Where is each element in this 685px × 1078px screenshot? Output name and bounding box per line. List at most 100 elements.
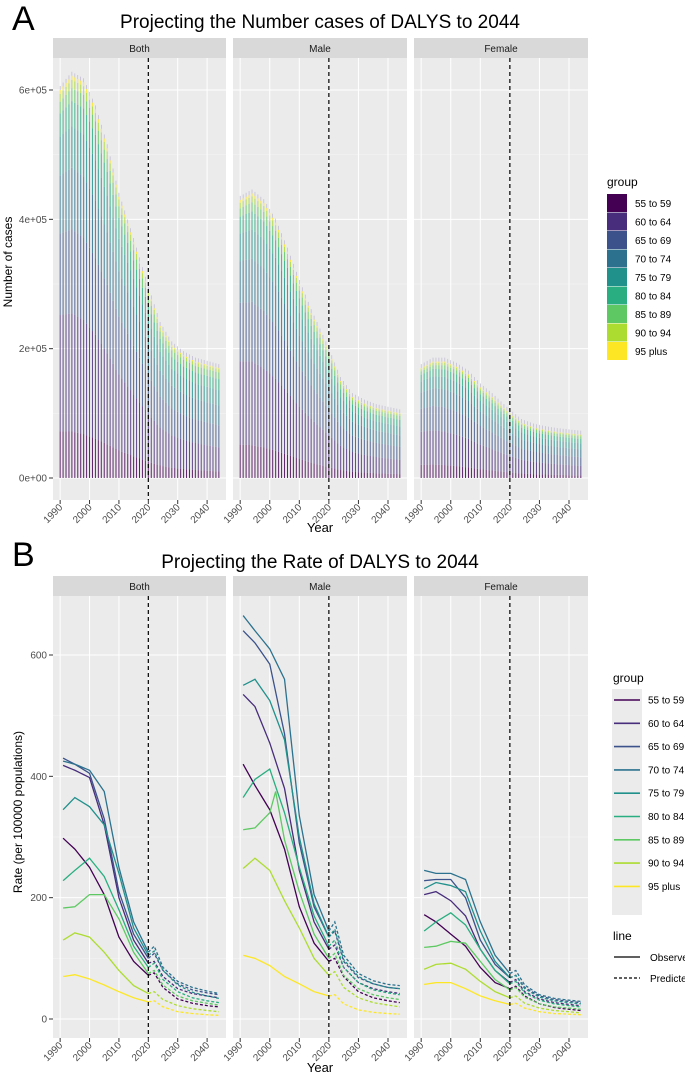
bar-both-2037-g6: [197, 366, 199, 374]
bar-both-2035-g1: [191, 442, 193, 470]
bar-male-2030-g2: [357, 437, 359, 454]
bar-male-2000-g2: [269, 318, 271, 374]
bar-male-1993-g0: [248, 444, 250, 478]
bar-female-1991-g4: [423, 380, 425, 392]
bar-male-2002-g4: [275, 257, 277, 286]
bar-female-2018-g4: [503, 419, 505, 428]
legend-a-swatch: [607, 194, 627, 212]
bar-female-1992-g7: [426, 365, 428, 369]
bar-both-2013-g0: [127, 453, 129, 478]
series-female-g2-observed: [424, 878, 511, 979]
bar-male-2037-g1: [378, 457, 380, 474]
bar-male-2009-g1: [295, 403, 297, 459]
bar-female-1990-g1: [420, 431, 422, 465]
bar-female-2012-g6: [485, 395, 487, 399]
bar-male-2001-g3: [272, 281, 274, 322]
bar-male-2022-g8: [334, 366, 336, 368]
bar-male-2015-g0: [313, 463, 315, 478]
bar-both-2023-g2: [156, 391, 158, 425]
bar-both-2009-g7: [115, 187, 117, 195]
bar-male-2017-g2: [319, 397, 321, 428]
bar-female-2032-g7: [544, 430, 546, 432]
bar-female-2004-g4: [462, 385, 464, 398]
bar-male-2031-g2: [360, 438, 362, 455]
bar-male-2044-g8: [399, 413, 401, 414]
bar-female-2024-g0: [521, 473, 523, 478]
bar-male-1991-g7: [242, 201, 244, 207]
bar-female-2000-g4: [450, 379, 452, 392]
bar-both-2024-g4: [159, 351, 161, 371]
bar-male-2003-g4: [278, 264, 280, 292]
bar-both-2018-g3: [141, 329, 143, 364]
bar-male-2001-g6: [272, 226, 274, 236]
bar-male-2031-g4: [360, 415, 362, 426]
bar-female-2016-g0: [497, 471, 499, 478]
bar-both-2023-g8: [156, 317, 158, 319]
bar-male-2037-g0: [378, 473, 380, 478]
bar-both-2021-g4: [150, 329, 152, 351]
bar-male-2023-g7: [337, 374, 339, 378]
x-tick-label: 2010: [101, 502, 125, 526]
bar-female-1999-g4: [447, 378, 449, 391]
panel-b-facet-both: Both: [53, 576, 226, 1038]
bar-both-2012-g2: [124, 328, 126, 383]
bar-female-2027-g1: [530, 461, 532, 474]
bar-male-2004-g3: [281, 297, 283, 336]
bar-female-2038-g3: [562, 447, 564, 456]
bar-female-2013-g2: [488, 430, 490, 448]
bar-male-1996-g5: [257, 216, 259, 235]
bar-male-2034-g5: [369, 412, 371, 420]
bar-female-2017-g0: [500, 471, 502, 478]
bar-male-1992-g6: [245, 205, 247, 214]
bar-both-2039-g4: [203, 385, 205, 402]
bar-female-2021-g8: [512, 415, 514, 417]
bar-female-2028-g0: [533, 474, 535, 478]
bar-female-1995-g3: [435, 388, 437, 407]
bar-male-2003-g6: [278, 237, 280, 248]
bar-male-2016-g0: [316, 464, 318, 478]
bar-female-2032-g2: [544, 453, 546, 464]
bar-both-2019-g0: [144, 460, 146, 478]
bar-female-2034-g3: [550, 446, 552, 455]
bar-female-2021-g7: [512, 416, 514, 418]
x-tick-label: 2020: [491, 1040, 515, 1064]
bar-male-2040-g2: [387, 444, 389, 459]
legend-a-label: 60 to 64: [635, 218, 672, 229]
bar-female-1995-g8: [435, 361, 437, 363]
bar-both-1990-g5: [59, 113, 61, 137]
bar-male-1990-g0: [239, 444, 241, 478]
bar-both-2033-g3: [186, 395, 188, 417]
bar-female-1997-g1: [441, 431, 443, 465]
bar-male-2035-g0: [372, 473, 374, 478]
bar-female-2014-g5: [491, 403, 493, 410]
bar-both-2029-g7: [174, 349, 176, 353]
bar-female-2000-g8: [450, 364, 452, 366]
bar-male-2009-g6: [295, 282, 297, 291]
bar-male-2014-g0: [310, 462, 312, 478]
bar-female-1991-g6: [423, 369, 425, 374]
bar-female-2042-g5: [574, 438, 576, 443]
bar-female-2010-g5: [479, 394, 481, 402]
bar-both-2031-g4: [180, 375, 182, 392]
bar-both-1998-g2: [83, 237, 85, 320]
bar-male-1995-g2: [254, 304, 256, 364]
bar-both-2018-g8: [141, 271, 143, 274]
bar-both-1991-g5: [62, 110, 64, 135]
bar-both-2001-g6: [91, 114, 93, 129]
bar-female-2005-g7: [465, 373, 467, 377]
bar-both-2009-g0: [115, 448, 117, 478]
bar-female-2015-g1: [494, 450, 496, 471]
bar-female-1998-g4: [444, 376, 446, 390]
bar-female-1998-g5: [444, 369, 446, 377]
bar-male-2013-g6: [307, 311, 309, 320]
bar-female-2044-g4: [580, 443, 582, 450]
bar-both-2021-g3: [150, 350, 152, 381]
bar-female-2009-g1: [476, 443, 478, 469]
bar-both-2034-g5: [188, 369, 190, 381]
bar-both-2001-g0: [91, 437, 93, 478]
series-male-g8-observed: [242, 954, 330, 997]
bar-both-2031-g7: [180, 353, 182, 358]
bar-both-2032-g5: [183, 366, 185, 378]
bar-male-2035-g2: [372, 442, 374, 457]
bar-female-2013-g5: [488, 401, 490, 408]
